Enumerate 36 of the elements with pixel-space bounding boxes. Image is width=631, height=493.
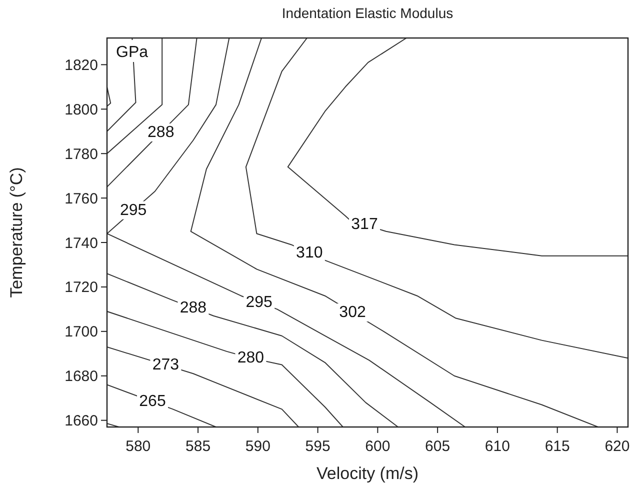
annotation: 288 <box>148 124 174 141</box>
annotation: 265 <box>139 393 166 410</box>
x-tick-label: 595 <box>305 438 330 455</box>
annotation: 317 <box>351 216 378 234</box>
y-tick-label: 1700 <box>64 324 98 341</box>
x-tick-label: 605 <box>425 438 450 455</box>
annotation: 310 <box>296 244 323 262</box>
annotation: GPa <box>116 44 148 61</box>
annotation: 280 <box>237 350 264 367</box>
y-tick-label: 1680 <box>64 368 98 386</box>
y-tick-label: 1780 <box>64 146 98 163</box>
annotation: 288 <box>180 300 207 317</box>
x-tick-label: 615 <box>544 438 570 455</box>
chart-title: Indentation Elastic Modulus <box>282 5 454 21</box>
y-tick-label: 1760 <box>64 190 98 208</box>
x-tick-label: 590 <box>245 438 270 455</box>
annotation: 302 <box>339 304 366 322</box>
y-tick-label: 1660 <box>64 412 98 430</box>
annotation: 273 <box>152 356 180 374</box>
x-tick-label: 580 <box>126 438 151 455</box>
line-series <box>287 38 628 256</box>
x-tick-label: 610 <box>484 438 510 455</box>
y-tick-label: 1800 <box>64 101 98 118</box>
y-tick-label: 1740 <box>64 234 98 252</box>
line-series <box>107 273 399 427</box>
x-tick-label: 620 <box>604 438 630 455</box>
y-axis-title: Temperature (°C) <box>7 167 26 298</box>
y-tick-label: 1820 <box>64 56 98 74</box>
line-series <box>107 38 466 427</box>
y-tick-label: 1720 <box>64 279 98 296</box>
annotation: 295 <box>120 202 147 219</box>
annotation: 295 <box>246 294 273 312</box>
x-axis-title: Velocity (m/s) <box>316 464 419 483</box>
x-tick-label: 600 <box>365 438 390 455</box>
x-tick-label: 585 <box>186 438 211 455</box>
line-series <box>107 346 300 427</box>
